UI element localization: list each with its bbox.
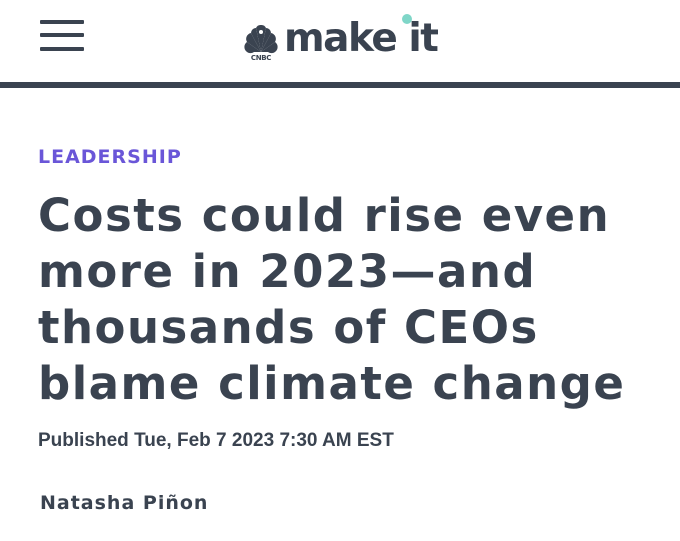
network-wordmark: CNBC (250, 54, 272, 62)
headline-line: blame climate change (38, 357, 626, 410)
article-headline: Costs could rise even more in 2023—and t… (38, 188, 658, 412)
site-header: CNBC make it (0, 0, 680, 82)
headline-line: more in 2023—and (38, 245, 537, 298)
menu-bar-bottom (40, 47, 84, 51)
brand-accent-dot-icon (402, 14, 412, 24)
brand-wordmark: make it (284, 16, 439, 61)
cnbc-make-it-logo[interactable]: CNBC make it (244, 14, 454, 64)
menu-bar-middle (40, 33, 84, 37)
peacock-logo-icon: CNBC (244, 24, 278, 64)
headline-line: thousands of CEOs (38, 301, 539, 354)
hamburger-menu-icon[interactable] (40, 20, 84, 52)
headline-line: Costs could rise even (38, 189, 611, 242)
category-link[interactable]: LEADERSHIP (38, 146, 182, 168)
author-byline[interactable]: Natasha Piñon (40, 492, 209, 514)
menu-bar-top (40, 20, 84, 24)
publish-timestamp: Published Tue, Feb 7 2023 7:30 AM EST (38, 430, 394, 451)
header-divider (0, 82, 680, 88)
